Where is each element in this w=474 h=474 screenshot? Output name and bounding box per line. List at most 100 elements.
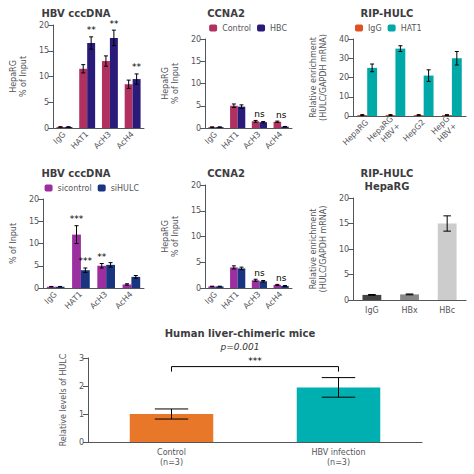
svg-text:% of Input: % of Input: [19, 56, 28, 97]
svg-text:HepaRG: HepaRG: [161, 67, 170, 100]
svg-text:IgG: IgG: [368, 24, 382, 33]
svg-text:**: **: [132, 62, 142, 72]
svg-text:% of Input: % of Input: [9, 223, 18, 264]
svg-text:Relative levels of HULC: Relative levels of HULC: [59, 353, 68, 446]
svg-text:20: 20: [39, 21, 49, 30]
svg-text:AcH3: AcH3: [88, 290, 109, 311]
svg-text:1: 1: [79, 410, 84, 419]
svg-text:(HULC/GAPDH mRNA): (HULC/GAPDH mRNA): [319, 206, 328, 293]
svg-text:HBx: HBx: [401, 306, 418, 315]
svg-text:15: 15: [339, 219, 349, 228]
svg-text:Relative enrichment: Relative enrichment: [309, 209, 318, 290]
svg-text:0: 0: [79, 438, 84, 447]
svg-text:siHULC: siHULC: [111, 184, 140, 193]
svg-text:HAT1: HAT1: [220, 290, 241, 311]
svg-text:HAT1: HAT1: [63, 290, 84, 311]
svg-text:% of Input: % of Input: [171, 63, 180, 104]
svg-text:HBV+: HBV+: [379, 121, 402, 144]
svg-text:**: **: [97, 252, 107, 262]
svg-text:15: 15: [29, 217, 39, 226]
svg-text:HepaRG: HepaRG: [161, 220, 170, 253]
svg-text:***: ***: [248, 356, 262, 366]
svg-text:3: 3: [79, 354, 84, 363]
svg-text:(n=3): (n=3): [327, 458, 350, 467]
svg-text:IgG: IgG: [52, 130, 68, 146]
svg-text:AcH4: AcH4: [263, 130, 284, 151]
svg-text:HBV+: HBV+: [436, 121, 459, 144]
svg-text:RIP-HULC: RIP-HULC: [361, 168, 414, 179]
svg-text:15: 15: [39, 46, 49, 55]
svg-text:20: 20: [191, 35, 201, 44]
svg-text:0: 0: [344, 112, 349, 121]
svg-text:(n=3): (n=3): [160, 458, 183, 467]
svg-text:HepaRG: HepaRG: [9, 60, 18, 93]
svg-text:HBV cccDNA: HBV cccDNA: [42, 168, 111, 179]
svg-text:2: 2: [79, 382, 84, 391]
svg-text:40: 40: [339, 35, 349, 44]
svg-text:HAT1: HAT1: [220, 130, 241, 151]
svg-text:AcH3: AcH3: [242, 290, 263, 311]
svg-text:IgG: IgG: [203, 290, 219, 306]
svg-text:AcH4: AcH4: [113, 290, 134, 311]
svg-text:p=0.001: p=0.001: [219, 342, 259, 352]
svg-text:Control: Control: [157, 448, 186, 457]
svg-text:**: **: [87, 25, 97, 35]
svg-text:ns: ns: [254, 268, 265, 278]
svg-text:ns: ns: [276, 110, 287, 120]
svg-text:0: 0: [196, 124, 201, 133]
svg-text:Human liver-chimeric mice: Human liver-chimeric mice: [165, 328, 316, 339]
svg-text:20: 20: [29, 195, 39, 204]
svg-text:HepaRG: HepaRG: [365, 114, 396, 144]
svg-text:0: 0: [196, 284, 201, 293]
svg-text:CCNA2: CCNA2: [207, 8, 245, 19]
svg-text:10: 10: [39, 72, 49, 81]
svg-text:5: 5: [44, 98, 49, 107]
svg-text:0: 0: [344, 296, 349, 305]
svg-text:ns: ns: [276, 273, 287, 283]
svg-text:CCNA2: CCNA2: [207, 168, 245, 179]
svg-text:IgG: IgG: [43, 290, 59, 306]
svg-text:HAT1: HAT1: [401, 24, 422, 33]
svg-text:(HULC/GAPDH mRNA): (HULC/GAPDH mRNA): [319, 34, 328, 121]
svg-text:HAT1: HAT1: [69, 130, 90, 151]
svg-text:0: 0: [34, 284, 39, 293]
svg-text:0: 0: [44, 124, 49, 133]
svg-text:RIP-HULC: RIP-HULC: [361, 8, 414, 19]
svg-text:HBc: HBc: [439, 306, 455, 315]
svg-text:**: **: [109, 19, 119, 29]
svg-text:5: 5: [196, 258, 201, 267]
svg-text:% of Input: % of Input: [171, 216, 180, 257]
svg-text:IgG: IgG: [203, 130, 219, 146]
svg-text:20: 20: [191, 181, 201, 190]
svg-text:IgG: IgG: [365, 306, 379, 315]
svg-text:15: 15: [191, 57, 201, 66]
svg-text:20: 20: [339, 194, 349, 203]
svg-text:5: 5: [344, 270, 349, 279]
svg-text:HBV cccDNA: HBV cccDNA: [42, 8, 111, 19]
svg-text:ns: ns: [254, 109, 265, 119]
svg-text:5: 5: [196, 101, 201, 110]
svg-text:HepaRG: HepaRG: [341, 118, 370, 147]
svg-text:10: 10: [339, 92, 349, 101]
svg-text:Control: Control: [222, 24, 251, 33]
svg-text:20: 20: [339, 73, 349, 82]
svg-text:HBV infection: HBV infection: [311, 448, 365, 457]
svg-text:15: 15: [191, 206, 201, 215]
svg-text:AcH4: AcH4: [115, 130, 136, 151]
svg-text:***: ***: [70, 214, 84, 224]
svg-text:30: 30: [339, 54, 349, 63]
svg-text:HepaRG: HepaRG: [365, 181, 410, 192]
svg-text:sicontrol: sicontrol: [58, 184, 92, 193]
svg-text:***: ***: [79, 256, 93, 266]
svg-text:AcH3: AcH3: [92, 130, 113, 151]
svg-text:5: 5: [34, 261, 39, 270]
svg-text:10: 10: [339, 245, 349, 254]
svg-text:10: 10: [191, 79, 201, 88]
svg-text:10: 10: [191, 232, 201, 241]
svg-text:AcH3: AcH3: [242, 130, 263, 151]
svg-text:HBC: HBC: [270, 24, 287, 33]
svg-text:HepG2: HepG2: [401, 118, 427, 144]
svg-text:Relative enrichment: Relative enrichment: [309, 37, 318, 118]
svg-text:10: 10: [29, 239, 39, 248]
svg-text:AcH4: AcH4: [263, 290, 284, 311]
